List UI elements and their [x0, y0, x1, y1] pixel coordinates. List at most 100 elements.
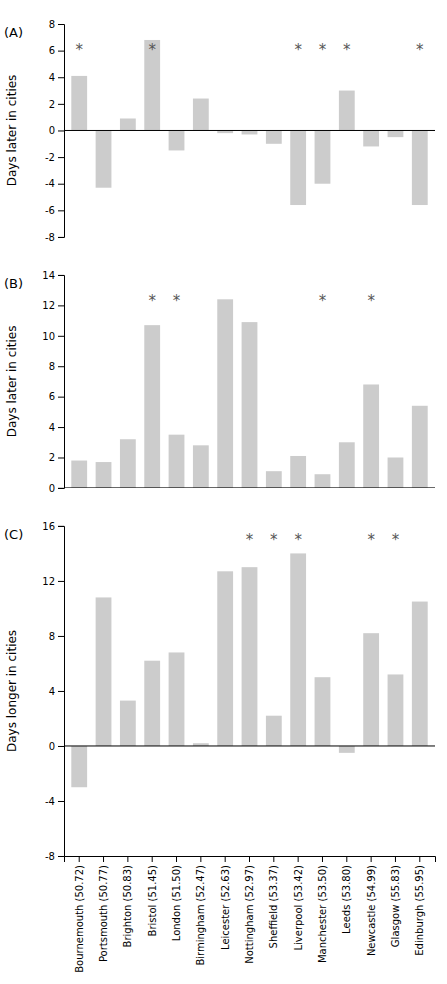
- y-tick-mark: [58, 51, 64, 52]
- y-tick: 12: [42, 576, 64, 587]
- x-tick: London (51.50): [171, 856, 182, 941]
- y-tick: 4: [49, 686, 64, 697]
- x-tick-mark: [176, 856, 177, 862]
- x-tick-label: Sheffield (53.37): [268, 865, 279, 948]
- annotation: *: [319, 41, 327, 59]
- annotation: *: [148, 292, 156, 310]
- y-tick-label: 8: [49, 631, 55, 642]
- y-tick-mark: [58, 104, 64, 105]
- x-tick-label: Liverpool (53.42): [293, 865, 304, 951]
- x-tick-mark: [225, 856, 226, 862]
- y-tick-label: 12: [42, 300, 55, 311]
- axis-line: [58, 275, 65, 488]
- bar: [266, 471, 282, 488]
- x-tick: Newcastle (54.99): [366, 856, 377, 956]
- panel: -8-40481216Bournemouth (50.72)Portsmouth…: [5, 521, 436, 973]
- chart: -8-6-4-202468Days later in cities******(…: [0, 0, 447, 984]
- x-tick: Leeds (53.80): [341, 856, 352, 934]
- x-tick-mark: [419, 856, 420, 862]
- x-tick-label: London (51.50): [171, 865, 182, 941]
- y-tick-label: 4: [49, 686, 55, 697]
- x-tick-label: Birmingham (52.47): [195, 865, 206, 966]
- x-tick-label: Portsmouth (50.77): [98, 865, 109, 962]
- bar: [388, 130, 404, 137]
- y-tick-mark: [58, 691, 64, 692]
- y-tick-mark: [58, 801, 64, 802]
- y-tick-mark: [58, 157, 64, 158]
- bar: [96, 597, 112, 746]
- baseline: [64, 487, 435, 488]
- y-tick-label: -8: [45, 851, 55, 862]
- bar: [363, 384, 379, 487]
- x-tick: Sheffield (53.37): [268, 856, 279, 948]
- annotation: *: [319, 292, 327, 310]
- y-axis-label: Days later in cities: [5, 75, 19, 187]
- x-tick-mark: [79, 856, 80, 862]
- panel-label: (A): [4, 25, 23, 40]
- y-tick-mark: [58, 397, 64, 398]
- x-tick-mark: [249, 856, 250, 862]
- panel-label: (C): [4, 527, 23, 542]
- bar: [363, 633, 379, 746]
- annotation: *: [367, 531, 375, 549]
- x-tick-mark: [200, 856, 201, 862]
- baseline: [64, 745, 435, 746]
- x-tick-mark: [127, 856, 128, 862]
- bar: [193, 99, 209, 131]
- y-tick-mark: [58, 77, 64, 78]
- annotation: *: [75, 41, 83, 59]
- y-tick-mark: [58, 488, 64, 489]
- y-tick-mark: [58, 24, 64, 25]
- y-tick-label: -2: [45, 152, 55, 163]
- bar: [339, 746, 355, 753]
- x-tick-label: Edinburgh (55.95): [414, 865, 425, 956]
- annotation: *: [343, 41, 351, 59]
- x-tick: Bournemouth (50.72): [74, 856, 85, 973]
- bar: [242, 322, 258, 488]
- y-tick: 0: [49, 741, 64, 752]
- annotation: *: [246, 531, 254, 549]
- bar: [412, 406, 428, 488]
- annotation: *: [294, 41, 302, 59]
- bar: [120, 119, 136, 131]
- y-tick-mark: [58, 366, 64, 367]
- panel: -8-6-4-202468Days later in cities******: [5, 19, 435, 243]
- y-tick: 4: [49, 72, 64, 83]
- y-tick-label: -8: [45, 232, 55, 243]
- y-tick-mark: [58, 237, 64, 238]
- x-tick: Brighton (50.83): [122, 856, 133, 947]
- y-tick: -2: [45, 152, 64, 163]
- y-tick: 2: [49, 99, 64, 110]
- y-tick-label: 2: [49, 99, 55, 110]
- y-tick: 8: [49, 631, 64, 642]
- y-tick-mark: [58, 336, 64, 337]
- annotation: *: [392, 531, 400, 549]
- bar: [290, 456, 306, 488]
- y-tick-label: 10: [42, 331, 55, 342]
- bar: [96, 130, 112, 187]
- annotation: *: [367, 292, 375, 310]
- y-tick: -8: [45, 851, 64, 862]
- y-tick-label: 6: [49, 391, 55, 402]
- bar: [266, 716, 282, 746]
- y-axis-label: Days longer in cities: [5, 630, 19, 752]
- y-tick-mark: [58, 275, 64, 276]
- bars: [64, 299, 435, 488]
- x-tick: Edinburgh (55.95): [414, 856, 425, 956]
- y-tick-label: 4: [49, 72, 55, 83]
- bar: [412, 602, 428, 746]
- y-tick-mark: [58, 210, 64, 211]
- y-tick-label: -6: [45, 205, 55, 216]
- x-tick: Portsmouth (50.77): [98, 856, 109, 962]
- x-tick-label: Nottingham (52.97): [244, 865, 255, 964]
- bar: [169, 130, 185, 150]
- axis-line: [58, 526, 65, 856]
- x-tick-mark: [346, 856, 347, 862]
- y-tick-label: 8: [49, 361, 55, 372]
- y-tick-mark: [58, 526, 64, 527]
- x-tick: Glasgow (55.83): [390, 856, 401, 947]
- bar: [71, 461, 87, 488]
- y-tick-mark: [58, 581, 64, 582]
- bar: [388, 674, 404, 746]
- bar: [388, 457, 404, 487]
